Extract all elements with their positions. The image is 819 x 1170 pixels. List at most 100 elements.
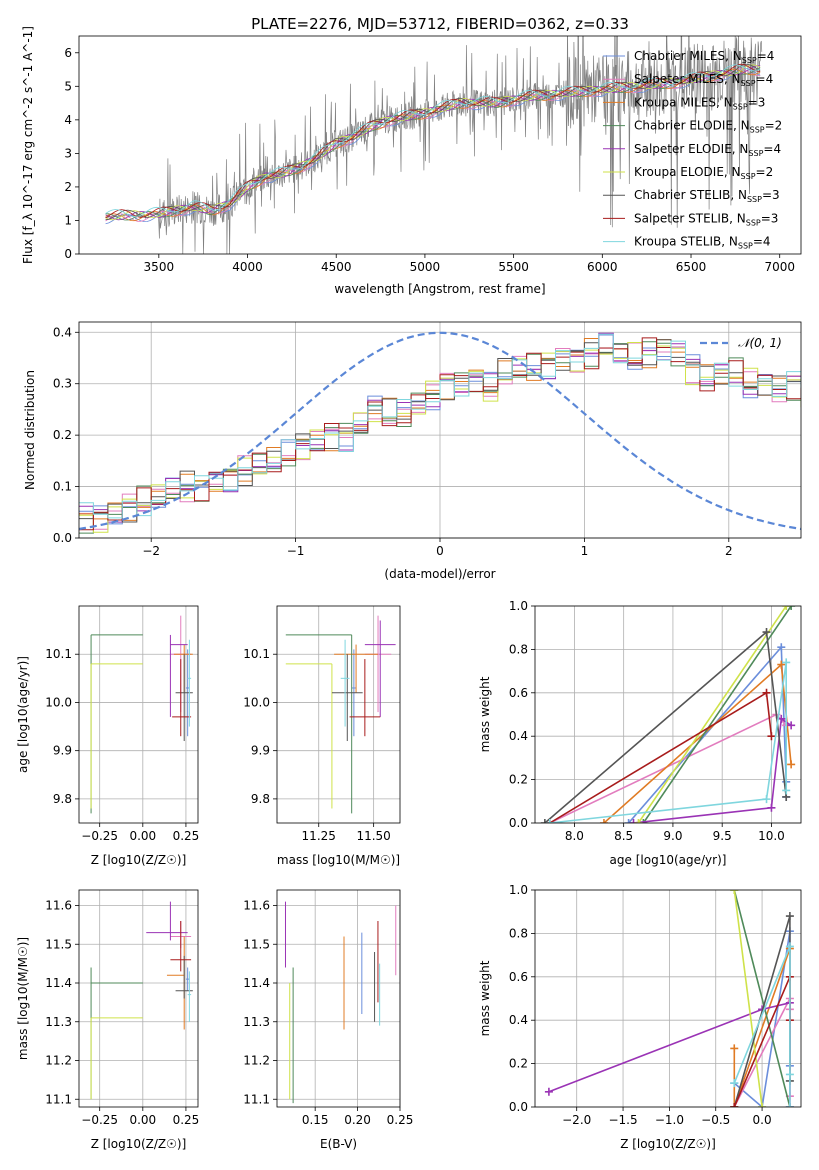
panels: 3500 4000 4500 5000 5500 6000 6500 7000 0 1 2 3 4 5 6 w… xyxy=(16,26,802,1151)
legend-entry: Kroupa STELIB, NSSP=4 xyxy=(634,235,771,251)
x-tick-label: 10.0 xyxy=(758,829,785,843)
figure-title: PLATE=2276, MJD=53712, FIBERID=0362, z=0… xyxy=(251,15,629,33)
x-tick-label: −1 xyxy=(287,544,305,558)
x-tick-label: 11.50 xyxy=(356,829,390,843)
y-tick-label: 0.8 xyxy=(509,926,528,940)
weight-marker xyxy=(762,795,771,804)
x-axis-label: age [log10(age/yr)] xyxy=(610,853,727,867)
weight-marker xyxy=(639,819,648,823)
y-axis-label: mass [log10(M/M☉)] xyxy=(16,937,30,1060)
weight-marker xyxy=(787,606,796,610)
weight-marker xyxy=(730,1044,739,1053)
panel-mass-vs-Z: −0.25 0.00 0.25 11.1 11.2 11.3 11.4 11.5 11.6 Z [… xyxy=(16,889,200,1151)
weight-marker xyxy=(634,819,643,823)
x-tick-label: 2 xyxy=(725,544,733,558)
legend-entry: Salpeter MILES, NSSP=4 xyxy=(634,72,773,88)
observed-spectrum xyxy=(105,36,763,254)
weight-series-8 xyxy=(549,662,788,823)
x-tick-label: −2.0 xyxy=(562,1113,591,1127)
x-tick-label: 0.0 xyxy=(753,1113,772,1127)
x-axis-label: Z [log10(Z/Z☉)] xyxy=(91,1137,187,1151)
x-tick-label: 5500 xyxy=(498,260,529,274)
legend-entry: Kroupa ELODIE, NSSP=2 xyxy=(634,165,773,181)
weight-marker xyxy=(758,1103,767,1107)
y-tick-label: 4 xyxy=(64,113,72,127)
x-tick-label: 4500 xyxy=(321,260,352,274)
axes-frame xyxy=(78,35,802,255)
weight-series-2 xyxy=(733,948,791,1107)
legend-entry: Chabrier STELIB, NSSP=3 xyxy=(634,188,780,204)
axes-frame xyxy=(78,605,199,824)
y-tick-label: 11.3 xyxy=(45,1015,72,1029)
weight-marker xyxy=(629,819,638,823)
weight-marker xyxy=(782,658,791,667)
x-tick-label: 3500 xyxy=(144,260,175,274)
y-tick-label: 11.3 xyxy=(243,1015,270,1029)
histogram-series-5 xyxy=(79,342,801,533)
normal-curve xyxy=(79,331,801,531)
model-curve-7 xyxy=(105,63,761,219)
histogram-series-6 xyxy=(79,339,801,523)
weight-marker xyxy=(785,1070,794,1079)
x-tick-label: 0.25 xyxy=(387,1113,414,1127)
y-tick-label: 1.0 xyxy=(509,599,528,613)
y-tick-label: 11.5 xyxy=(243,937,270,951)
weight-marker xyxy=(545,819,554,823)
x-tick-label: −2 xyxy=(142,544,160,558)
model-curve-2 xyxy=(105,68,761,222)
weight-marker xyxy=(767,732,776,741)
y-tick-label: 1.0 xyxy=(509,883,528,897)
y-tick-label: 11.2 xyxy=(45,1054,72,1068)
weight-series-0 xyxy=(627,645,788,823)
y-tick-label: 9.9 xyxy=(53,744,72,758)
weight-marker xyxy=(540,819,549,823)
y-tick-label: 11.4 xyxy=(45,976,72,990)
y-tick-label: 11.6 xyxy=(243,899,270,913)
x-tick-label: 0 xyxy=(436,544,444,558)
x-tick-label: 4000 xyxy=(232,260,263,274)
y-tick-label: 0.3 xyxy=(53,377,72,391)
y-tick-label: 0.4 xyxy=(509,729,528,743)
x-axis-label: wavelength [Angstrom, rest frame] xyxy=(334,282,545,296)
x-tick-label: 0.00 xyxy=(129,829,156,843)
weight-marker xyxy=(782,606,791,610)
x-axis-label: (data-model)/error xyxy=(384,567,495,581)
y-tick-label: 0.8 xyxy=(509,642,528,656)
x-tick-label: 0.25 xyxy=(173,1113,200,1127)
x-axis-label: mass [log10(M/M☉)] xyxy=(277,853,400,867)
y-tick-label: 0 xyxy=(64,247,72,261)
y-tick-label: 11.6 xyxy=(45,899,72,913)
x-tick-label: −0.25 xyxy=(81,829,118,843)
errorbar-plot xyxy=(90,615,193,814)
weight-marker xyxy=(782,786,791,795)
y-tick-label: 0.2 xyxy=(509,773,528,787)
legend: 𝒩(0, 1) xyxy=(700,336,782,350)
x-tick-label: 1 xyxy=(581,544,589,558)
x-tick-label: 9.5 xyxy=(713,829,732,843)
histogram-plot xyxy=(79,331,801,534)
x-tick-label: 7000 xyxy=(764,260,795,274)
y-tick-label: 0.0 xyxy=(509,816,528,830)
y-tick-label: 3 xyxy=(64,146,72,160)
legend-entry: Salpeter ELODIE, NSSP=4 xyxy=(634,142,781,158)
weight-marker xyxy=(785,1103,794,1107)
x-tick-label: 0.00 xyxy=(129,1113,156,1127)
x-tick-label: 0.20 xyxy=(344,1113,371,1127)
y-tick-label: 0.1 xyxy=(53,480,72,494)
y-tick-label: 9.9 xyxy=(251,744,270,758)
weight-marker xyxy=(624,819,633,823)
weight-series-3 xyxy=(733,890,791,1107)
x-tick-label: 0.25 xyxy=(173,829,200,843)
axes-frame xyxy=(534,889,802,1108)
weight-marker xyxy=(767,803,776,812)
y-tick-label: 0.2 xyxy=(509,1057,528,1071)
x-tick-label: 9.0 xyxy=(663,829,682,843)
histogram-series-8 xyxy=(79,333,801,519)
y-tick-label: 10.1 xyxy=(45,647,72,661)
x-tick-label: 8.5 xyxy=(614,829,633,843)
legend-entry: Chabrier ELODIE, NSSP=2 xyxy=(634,119,782,135)
x-tick-label: −0.5 xyxy=(701,1113,730,1127)
y-tick-label: 2 xyxy=(64,180,72,194)
x-tick-label: 5000 xyxy=(410,260,441,274)
axes-frame xyxy=(276,889,401,1108)
